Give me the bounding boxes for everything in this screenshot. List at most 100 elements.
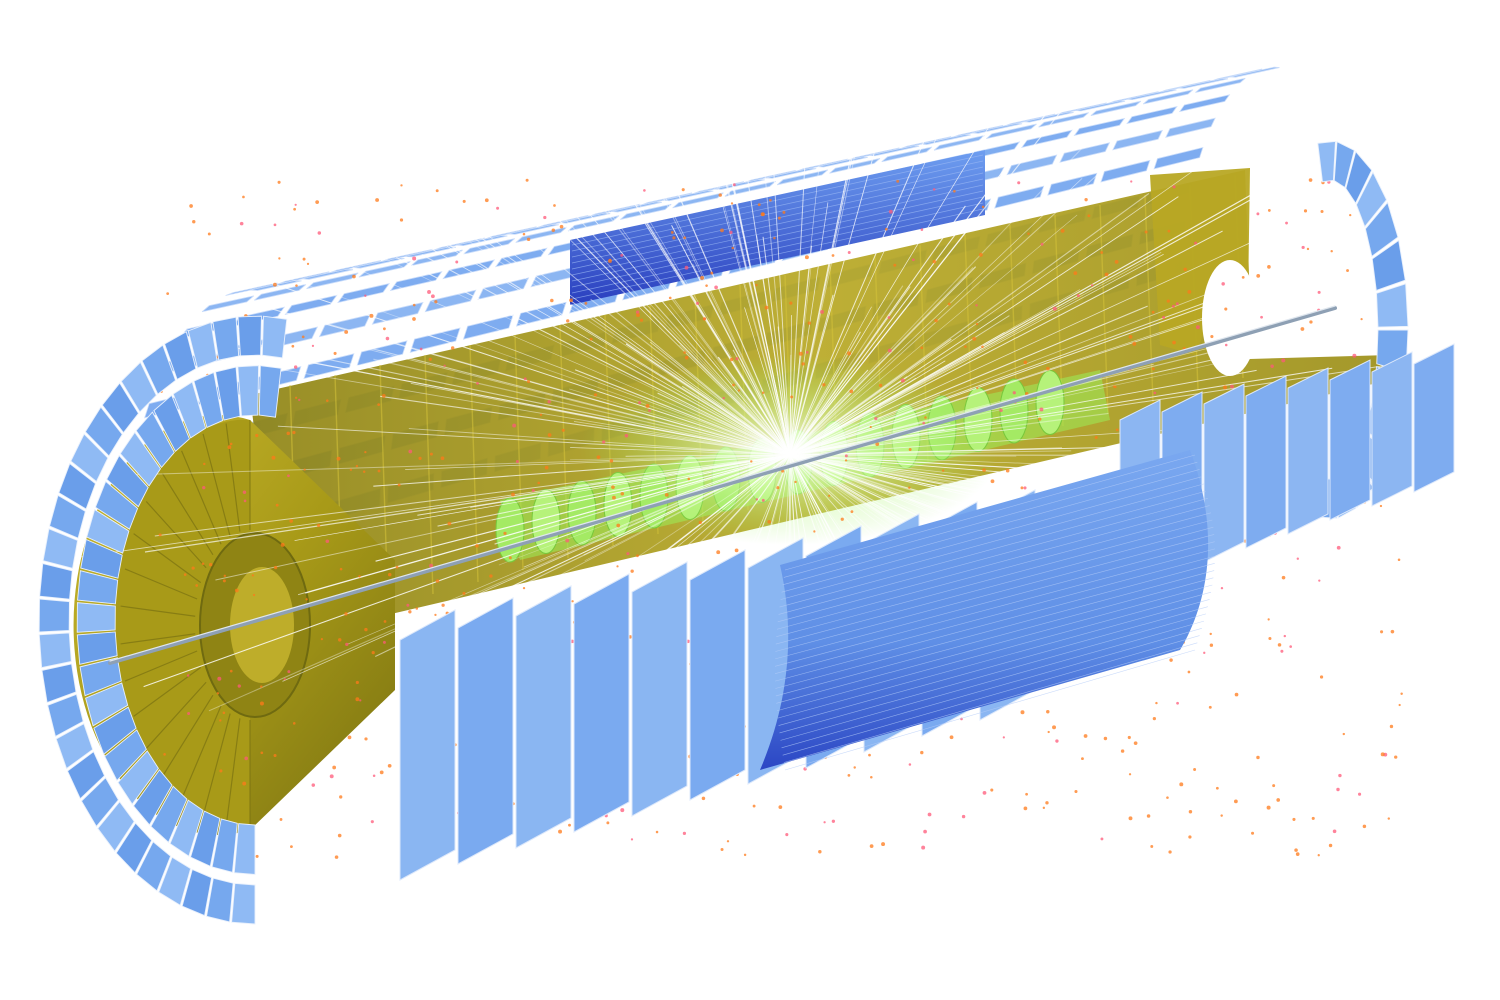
- endcap-segment-line: [161, 694, 214, 777]
- bottom-barrel-strip: [777, 599, 1210, 719]
- particle-track: [147, 228, 791, 456]
- particle-track: [520, 18, 791, 456]
- hit-point: [364, 294, 367, 297]
- hit-point: [888, 209, 893, 214]
- outer-ring-tile: [80, 777, 119, 828]
- outer-ring-tile: [70, 433, 109, 483]
- hit-point: [920, 346, 924, 350]
- particle-track: [396, 257, 791, 456]
- hit-point: [289, 519, 293, 523]
- hit-point: [364, 737, 368, 741]
- outer-ring-tile: [79, 657, 122, 697]
- particle-track: [762, 236, 791, 456]
- hit-point: [611, 485, 615, 490]
- hit-point: [981, 205, 985, 209]
- hit-point: [1151, 367, 1155, 371]
- far-ring-tile: [1317, 140, 1336, 183]
- hit-point: [1168, 850, 1172, 854]
- bottom-barrel-strip: [782, 469, 1200, 586]
- hit-point: [616, 565, 619, 568]
- hit-point: [1042, 806, 1046, 810]
- wedge-cut-slab: [399, 609, 456, 881]
- hit-point: [1349, 213, 1352, 217]
- particle-track: [789, 205, 966, 456]
- particle-track: [789, 230, 1223, 456]
- outer-back-tile: [371, 301, 424, 325]
- hit-point: [1342, 732, 1346, 736]
- hit-point: [1151, 310, 1155, 314]
- hit-point: [849, 389, 854, 394]
- particle-track: [789, 210, 1319, 456]
- hit-point: [920, 228, 924, 231]
- hit-point: [1330, 250, 1333, 253]
- particle-track: [347, 264, 791, 456]
- hit-point: [303, 468, 306, 471]
- hit-point: [1076, 294, 1080, 298]
- particle-track: [789, 306, 872, 456]
- outer-ring-tile: [47, 693, 84, 738]
- hit-point: [683, 236, 687, 240]
- outer-ring-tile: [141, 344, 177, 395]
- hit-point: [778, 805, 783, 810]
- bottom-barrel-strip: [774, 555, 1216, 674]
- hit-point: [273, 282, 277, 287]
- outer-ring-tile: [106, 454, 149, 508]
- hit-point: [1104, 272, 1109, 277]
- hit-point: [999, 408, 1003, 413]
- outer-back-tile: [972, 122, 1023, 134]
- particle-track: [657, 392, 791, 456]
- hit-point: [1398, 703, 1401, 707]
- particle-track: [208, 454, 791, 712]
- hit-point: [801, 362, 805, 366]
- hit-point: [1209, 632, 1212, 636]
- hit-point: [1087, 214, 1091, 218]
- hit-point: [1230, 384, 1234, 389]
- particle-track: [408, 428, 791, 456]
- outer-back-tile: [306, 272, 359, 290]
- hit-point: [1039, 407, 1044, 412]
- outer-ring-tile: [115, 822, 153, 874]
- bottom-barrel-strip: [780, 620, 1205, 741]
- calorimeter-module-edge: [469, 344, 479, 583]
- hit-point: [1346, 269, 1349, 272]
- hit-point: [1100, 837, 1104, 841]
- hit-point: [869, 425, 872, 429]
- hit-point: [332, 765, 337, 770]
- particle-track: [789, 125, 931, 456]
- particle-track: [373, 358, 791, 456]
- hit-point: [484, 198, 489, 203]
- hit-point: [207, 232, 211, 236]
- hit-point: [844, 454, 848, 458]
- particle-track: [692, 263, 791, 456]
- hit-point: [355, 697, 360, 702]
- hit-point: [290, 845, 293, 849]
- hit-point: [273, 753, 277, 758]
- hit-point: [295, 396, 298, 399]
- hit-point: [377, 469, 381, 473]
- hit-point: [440, 456, 445, 461]
- particle-track: [789, 178, 1083, 456]
- hit-point: [191, 566, 195, 570]
- outer-ring-tile: [38, 598, 70, 633]
- outer-back-tile: [620, 203, 672, 220]
- hit-point: [183, 573, 187, 576]
- outer-ring-tile: [193, 371, 224, 429]
- outer-back-tile: [1073, 117, 1126, 137]
- particle-track: [105, 454, 791, 477]
- hit-point: [1220, 814, 1223, 817]
- hit-point: [878, 383, 883, 388]
- hit-point: [1167, 229, 1171, 233]
- hit-point: [522, 232, 526, 236]
- hit-point: [565, 538, 570, 543]
- hit-point: [710, 271, 714, 275]
- hit-point: [626, 552, 630, 556]
- outer-back-tile: [1195, 77, 1246, 93]
- top-barrel-strip: [571, 178, 984, 270]
- particle-track: [763, 0, 791, 456]
- outer-back-tile: [284, 294, 338, 316]
- hit-point: [718, 193, 722, 197]
- hit-point: [345, 642, 349, 647]
- hit-point: [508, 556, 512, 560]
- hit-point: [1171, 304, 1175, 308]
- particle-track: [50, 454, 791, 562]
